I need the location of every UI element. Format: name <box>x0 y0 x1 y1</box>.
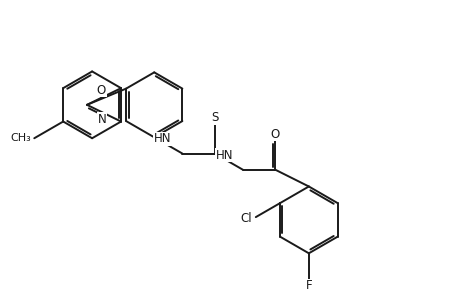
Text: O: O <box>97 84 106 97</box>
Text: F: F <box>306 279 312 292</box>
Text: O: O <box>271 128 280 141</box>
Text: S: S <box>211 111 218 124</box>
Text: N: N <box>98 113 107 126</box>
Text: HN: HN <box>154 132 171 145</box>
Text: CH₃: CH₃ <box>10 133 31 143</box>
Text: HN: HN <box>216 149 233 162</box>
Text: Cl: Cl <box>240 213 252 226</box>
